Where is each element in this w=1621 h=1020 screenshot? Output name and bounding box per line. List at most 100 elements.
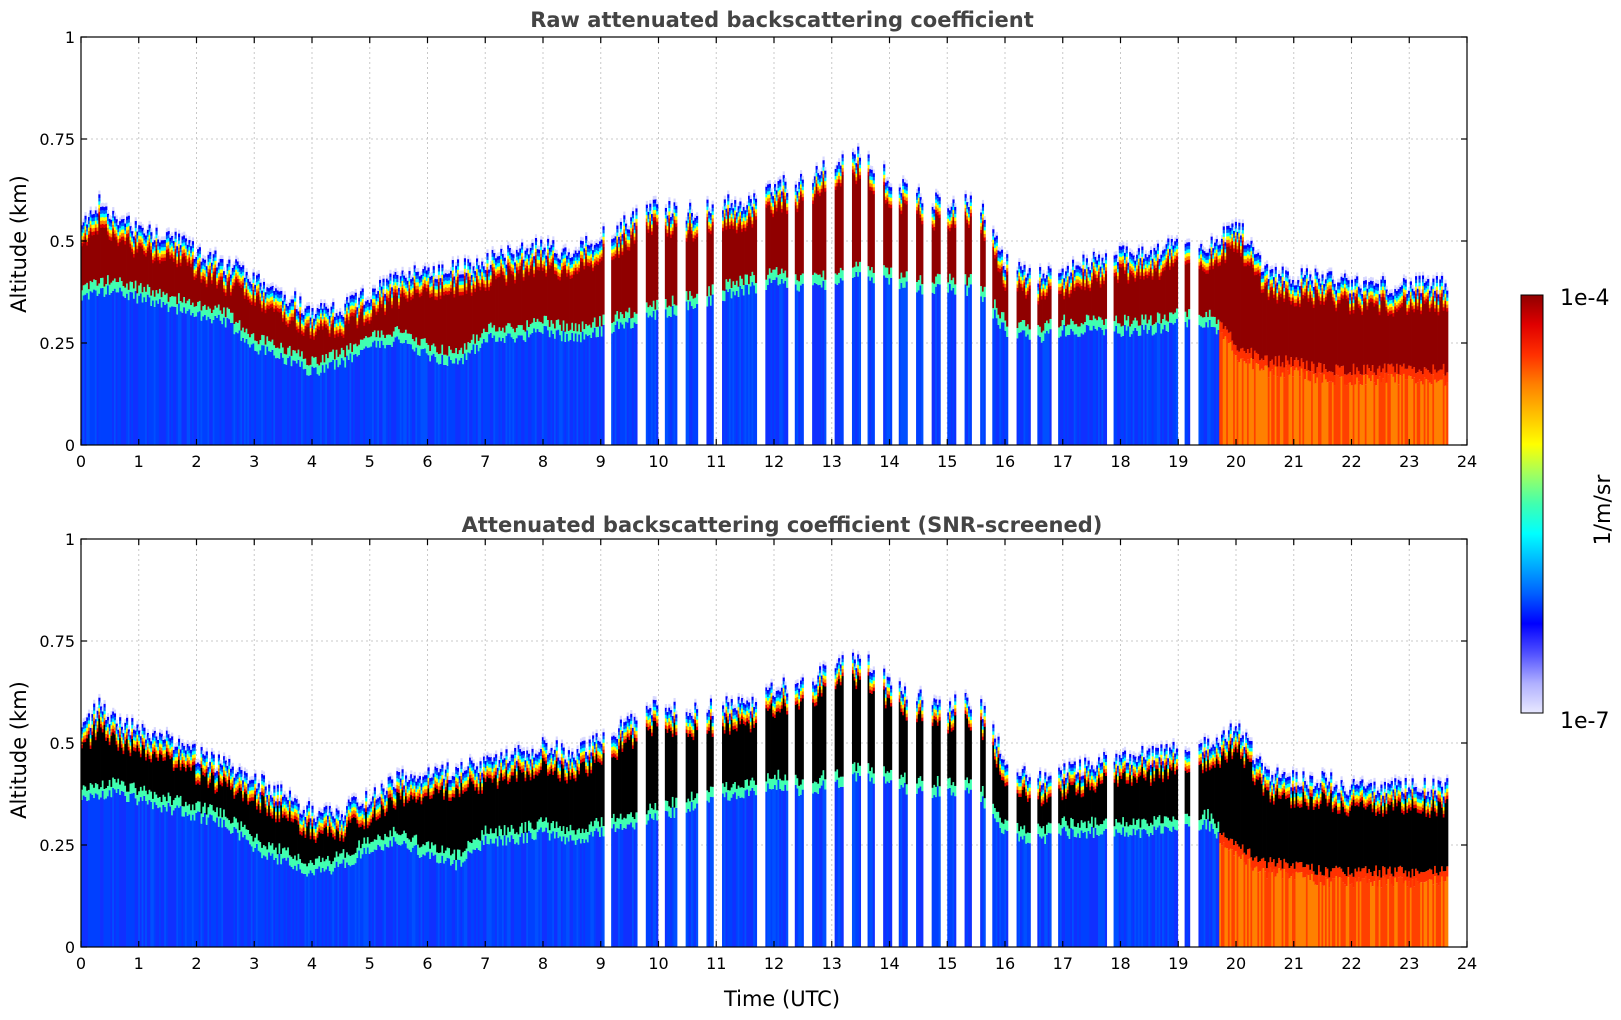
cell xyxy=(735,233,739,281)
cell xyxy=(365,315,368,319)
cell xyxy=(538,252,541,257)
cell xyxy=(500,252,503,256)
heatmap-column xyxy=(353,291,356,445)
cell xyxy=(534,244,538,249)
cell xyxy=(593,327,596,445)
cell xyxy=(297,328,300,333)
heatmap-column xyxy=(482,262,486,445)
cell xyxy=(311,311,314,316)
cell xyxy=(117,238,120,243)
cell xyxy=(526,258,529,263)
cell xyxy=(344,299,347,304)
cell xyxy=(670,237,673,307)
cell xyxy=(378,293,382,298)
cell xyxy=(410,285,413,290)
cell xyxy=(451,273,454,278)
cell xyxy=(145,238,148,243)
heatmap-column xyxy=(489,261,493,445)
cell xyxy=(141,234,144,239)
heatmap-column xyxy=(240,263,243,445)
cell xyxy=(281,317,285,322)
heatmap-column xyxy=(583,244,586,445)
cell xyxy=(129,239,132,244)
cell xyxy=(87,227,91,232)
cell xyxy=(117,245,120,283)
cell xyxy=(512,260,515,265)
cell xyxy=(890,200,893,205)
cell xyxy=(938,200,941,205)
cell xyxy=(890,193,893,198)
cell xyxy=(685,230,688,235)
heatmap-column xyxy=(666,211,669,445)
cell xyxy=(356,324,359,329)
cell xyxy=(309,320,312,325)
cell xyxy=(236,278,240,283)
heatmap-column xyxy=(436,275,439,445)
heatmap-column xyxy=(311,304,314,445)
cell xyxy=(649,206,652,211)
cell xyxy=(737,216,740,221)
cell xyxy=(981,203,985,208)
cell xyxy=(101,223,104,228)
cell xyxy=(579,342,583,445)
cell xyxy=(411,291,415,295)
cell xyxy=(120,219,123,223)
cell xyxy=(557,275,560,280)
cell xyxy=(517,266,520,270)
cell xyxy=(541,246,544,251)
cell xyxy=(503,332,506,343)
heatmap-column xyxy=(645,200,648,445)
cell xyxy=(262,295,266,300)
cell xyxy=(429,290,432,295)
cell xyxy=(463,353,467,445)
cell xyxy=(89,206,92,211)
cell xyxy=(100,277,103,289)
cell xyxy=(578,264,581,269)
cell xyxy=(954,220,957,225)
cell xyxy=(183,235,186,239)
cell xyxy=(628,243,631,248)
cell xyxy=(673,304,676,315)
cell xyxy=(235,269,238,274)
cell xyxy=(89,217,92,221)
heatmap-column xyxy=(602,222,605,445)
cell xyxy=(113,230,117,234)
cell xyxy=(126,212,129,217)
heatmap-column xyxy=(708,207,711,445)
cell xyxy=(670,220,673,224)
cell xyxy=(257,277,260,281)
heatmap-column xyxy=(152,238,155,445)
cell xyxy=(325,320,328,325)
cell xyxy=(358,318,361,345)
cell xyxy=(708,221,711,226)
cell xyxy=(228,269,231,274)
cell xyxy=(486,266,489,271)
cell xyxy=(503,264,506,269)
cell xyxy=(408,274,411,278)
cell xyxy=(191,244,195,249)
cell xyxy=(501,271,505,275)
cell xyxy=(259,278,262,283)
heatmap-column xyxy=(444,269,447,445)
cell xyxy=(380,307,383,331)
cell xyxy=(243,298,246,333)
cell xyxy=(259,289,262,294)
cell xyxy=(252,289,255,294)
cell xyxy=(108,218,111,223)
cell xyxy=(365,308,368,312)
cell xyxy=(484,280,487,284)
cell xyxy=(332,319,335,324)
cell xyxy=(119,241,122,278)
cell xyxy=(132,288,136,299)
cell xyxy=(406,276,409,281)
cell xyxy=(586,241,590,245)
heatmap-column xyxy=(744,206,747,445)
cell xyxy=(732,211,735,216)
cell xyxy=(181,232,184,237)
cell xyxy=(481,282,484,334)
cell xyxy=(136,303,139,445)
cell xyxy=(742,227,745,286)
cell xyxy=(652,300,655,311)
cell xyxy=(964,193,967,198)
cell xyxy=(112,290,115,445)
